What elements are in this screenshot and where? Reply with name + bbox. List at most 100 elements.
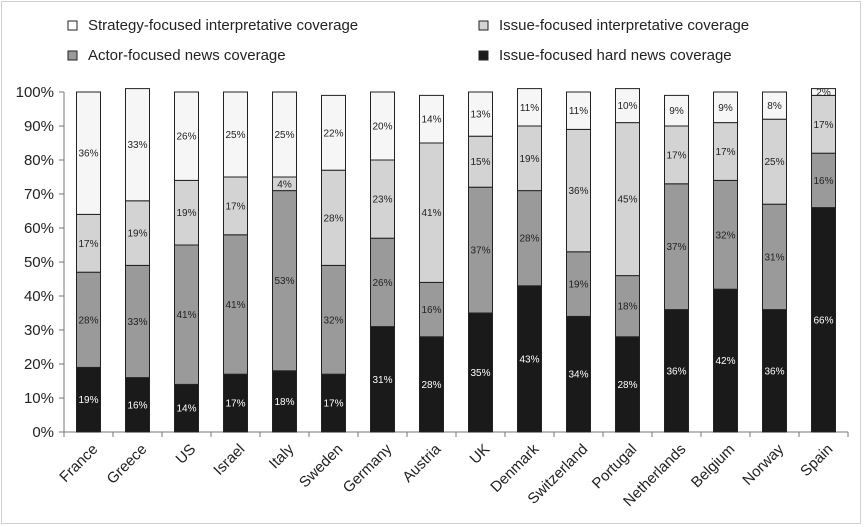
data-label-austria-series-0: 28% — [421, 380, 441, 391]
y-tick-label-4: 40% — [24, 288, 54, 305]
x-tick-label-0: France — [56, 441, 101, 486]
data-label-belgium-series-3: 9% — [718, 103, 733, 114]
data-label-belgium-series-0: 42% — [715, 356, 735, 367]
data-label-israel-series-3: 25% — [225, 130, 245, 141]
data-label-portugal-series-1: 18% — [617, 302, 637, 313]
bar-portugal-series-0 — [615, 336, 640, 433]
bar-austria-series-1 — [419, 281, 444, 338]
bar-france-series-0 — [76, 366, 101, 433]
data-label-netherlands-series-0: 36% — [666, 366, 686, 377]
bar-italy-series-3 — [272, 91, 297, 178]
bar-spain-series-0 — [811, 207, 836, 433]
bar-switzerland-series-0 — [566, 315, 591, 433]
data-label-norway-series-3: 8% — [767, 101, 782, 112]
x-tick-label-7: Austria — [399, 440, 444, 485]
bar-netherlands-series-1 — [664, 183, 689, 311]
bar-us-series-3 — [174, 91, 199, 181]
data-label-us-series-2: 19% — [176, 208, 196, 219]
y-tick-label-7: 70% — [24, 186, 54, 203]
x-tick-label-2: US — [173, 441, 200, 468]
bar-austria-series-3 — [419, 94, 444, 144]
x-tick-label-4: Italy — [266, 440, 298, 472]
bar-denmark-series-1 — [517, 190, 542, 287]
data-label-portugal-series-2: 45% — [617, 195, 637, 206]
bar-uk-series-2 — [468, 135, 493, 188]
data-label-sweden-series-0: 17% — [323, 399, 343, 410]
bar-belgium-series-3 — [713, 91, 738, 124]
bar-greece-series-0 — [125, 377, 150, 433]
bar-spain-series-1 — [811, 152, 836, 209]
y-tick-label-10: 100% — [16, 84, 54, 101]
data-label-netherlands-series-1: 37% — [666, 242, 686, 253]
data-label-uk-series-3: 13% — [470, 110, 490, 121]
data-label-germany-series-1: 26% — [372, 278, 392, 289]
bar-greece-series-3 — [125, 88, 150, 202]
bar-switzerland-series-1 — [566, 251, 591, 317]
y-tick-label-3: 30% — [24, 322, 54, 339]
bar-uk-series-3 — [468, 91, 493, 137]
x-tick-label-1: Greece — [104, 441, 151, 488]
x-tick-label-15: Spain — [797, 441, 836, 480]
bar-france-series-2 — [76, 213, 101, 273]
bar-uk-series-1 — [468, 186, 493, 314]
data-label-israel-series-0: 17% — [225, 399, 245, 410]
y-tick-label-6: 60% — [24, 220, 54, 237]
bar-france-series-3 — [76, 91, 101, 215]
data-label-greece-series-3: 33% — [127, 140, 147, 151]
x-tick-label-14: Norway — [739, 440, 787, 488]
data-label-spain-series-1: 16% — [813, 176, 833, 187]
data-label-italy-series-2: 4% — [277, 179, 292, 190]
data-label-greece-series-2: 19% — [127, 229, 147, 240]
data-label-israel-series-1: 41% — [225, 300, 245, 311]
bar-norway-series-2 — [762, 118, 787, 205]
data-label-switzerland-series-0: 34% — [568, 370, 588, 381]
data-label-italy-series-3: 25% — [274, 130, 294, 141]
bar-denmark-series-2 — [517, 125, 542, 192]
x-tick-label-6: Germany — [340, 440, 396, 496]
data-label-us-series-0: 14% — [176, 404, 196, 415]
bar-france-series-1 — [76, 271, 101, 368]
bar-sweden-series-1 — [321, 264, 346, 375]
bar-us-series-2 — [174, 179, 199, 246]
data-label-switzerland-series-3: 11% — [569, 106, 588, 117]
data-label-uk-series-0: 35% — [470, 368, 490, 379]
x-tick-label-3: Israel — [210, 441, 248, 479]
bar-sweden-series-0 — [321, 373, 346, 433]
bar-switzerland-series-2 — [566, 128, 591, 253]
data-label-belgium-series-1: 32% — [715, 230, 735, 241]
data-label-norway-series-2: 25% — [764, 157, 784, 168]
data-label-israel-series-2: 17% — [225, 201, 245, 212]
bar-israel-series-2 — [223, 176, 248, 236]
x-tick-label-8: UK — [467, 441, 494, 468]
data-label-spain-series-2: 17% — [813, 120, 833, 131]
bar-norway-series-3 — [762, 91, 787, 120]
x-tick-label-13: Belgium — [688, 441, 738, 491]
data-label-france-series-2: 17% — [78, 239, 98, 250]
data-label-germany-series-3: 20% — [372, 122, 392, 133]
data-label-italy-series-1: 53% — [274, 276, 294, 287]
data-label-sweden-series-2: 28% — [323, 213, 343, 224]
legend-swatch-2 — [67, 50, 78, 61]
data-label-portugal-series-0: 28% — [617, 380, 637, 391]
data-label-switzerland-series-2: 36% — [568, 186, 588, 197]
data-label-switzerland-series-1: 19% — [568, 280, 588, 291]
bar-austria-series-0 — [419, 336, 444, 433]
data-label-denmark-series-3: 11% — [520, 103, 539, 114]
data-label-sweden-series-1: 32% — [323, 315, 343, 326]
data-label-spain-series-0: 66% — [813, 315, 833, 326]
data-label-greece-series-1: 33% — [127, 317, 147, 328]
data-label-france-series-0: 19% — [78, 395, 98, 406]
legend-label-2: Actor-focused news coverage — [88, 47, 286, 64]
bar-greece-series-1 — [125, 264, 150, 379]
x-tick-label-5: Sweden — [296, 441, 346, 491]
data-label-uk-series-1: 37% — [470, 246, 490, 257]
bar-netherlands-series-0 — [664, 309, 689, 433]
data-label-netherlands-series-2: 17% — [666, 150, 686, 161]
data-label-denmark-series-2: 19% — [519, 154, 539, 165]
data-label-germany-series-2: 23% — [372, 195, 392, 206]
bar-spain-series-2 — [811, 94, 836, 154]
bar-portugal-series-2 — [615, 122, 640, 277]
data-label-austria-series-3: 14% — [421, 115, 441, 126]
